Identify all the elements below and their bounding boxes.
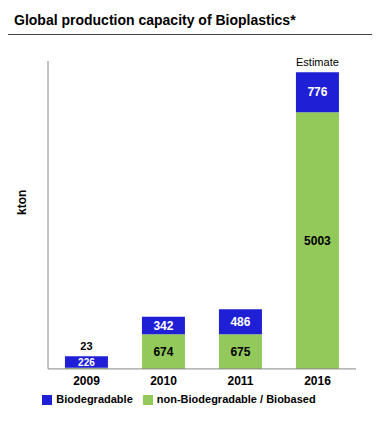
html-text:Biodegradable: Biodegradable <box>56 392 133 405</box>
svg-text:776: 776 <box>307 85 327 99</box>
svg-text:kton: kton <box>15 190 29 215</box>
svg-text:675: 675 <box>230 345 250 359</box>
svg-text:5003: 5003 <box>304 234 331 248</box>
svg-text:2016: 2016 <box>304 374 331 388</box>
svg-text:23: 23 <box>80 340 92 352</box>
svg-text:Estimate: Estimate <box>296 56 339 68</box>
svg-text:342: 342 <box>153 319 173 333</box>
html-text:non-Biodegradable / Biobased: non-Biodegradable / Biobased <box>156 392 316 405</box>
html-text:Global production capacity of: Global production capacity of Bioplastic… <box>14 12 296 28</box>
svg-text:2009: 2009 <box>73 374 100 388</box>
svg-text:486: 486 <box>230 315 250 329</box>
svg-text:226: 226 <box>78 357 95 368</box>
svg-text:674: 674 <box>153 345 173 359</box>
svg-text:2010: 2010 <box>150 374 177 388</box>
svg-text:2011: 2011 <box>227 374 253 388</box>
